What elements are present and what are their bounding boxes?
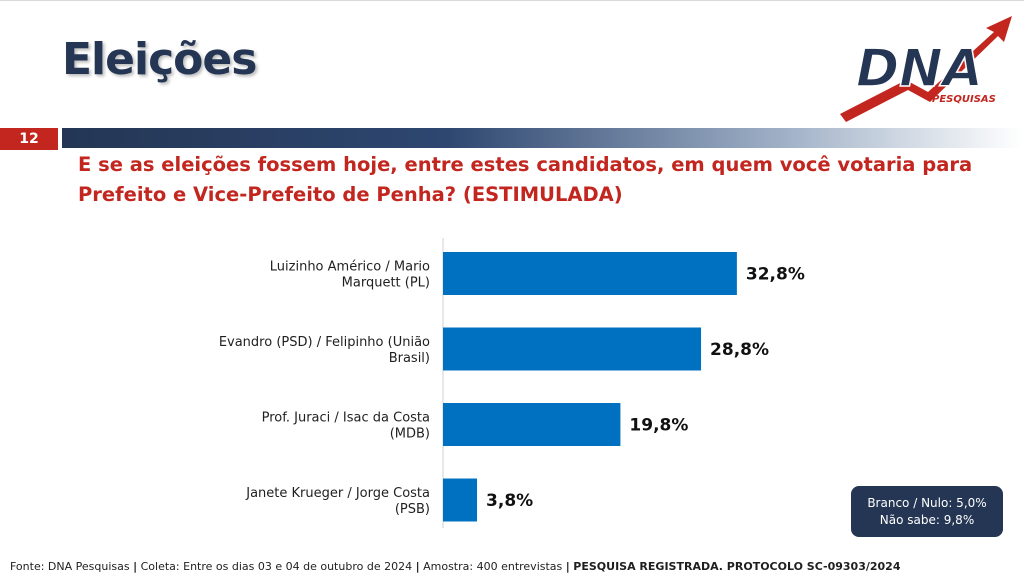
header-band <box>62 128 1022 148</box>
bar-value-label: 3,8% <box>486 491 533 511</box>
question-text: E se as eleições fossem hoje, entre este… <box>78 150 978 210</box>
logo-arrow-icon <box>840 16 1012 122</box>
slide-number: 12 <box>0 128 58 150</box>
footer-separator: | <box>415 560 420 573</box>
page-title: Eleições <box>62 34 257 85</box>
category-label: Prof. Juraci / Isac da Costa (MDB) <box>262 411 430 442</box>
bar-3 <box>443 403 621 446</box>
bar-value-label: 28,8% <box>710 340 769 360</box>
footer-separator: | <box>565 560 570 573</box>
logo-subtext: PESQUISAS <box>932 94 996 105</box>
footer-registration: PESQUISA REGISTRADA. PROTOCOLO SC-09303/… <box>573 560 901 573</box>
category-label: Luizinho Américo / Mario Marquett (PL) <box>270 260 430 291</box>
category-label: Evandro (PSD) / Felipinho (União Brasil) <box>219 335 430 366</box>
question-line-2: Prefeito e Vice-Prefeito de Penha? (ESTI… <box>78 183 623 206</box>
question-line-1: E se as eleições fossem hoje, entre este… <box>78 153 973 176</box>
bar-1 <box>443 252 737 295</box>
callout-line-2: Não sabe: 9,8% <box>879 513 975 527</box>
bar-value-label: 19,8% <box>629 416 688 436</box>
bar-4 <box>443 478 478 522</box>
footer-collection: Coleta: Entre os dias 03 e 04 de outubro… <box>140 560 413 573</box>
footer-source: Fonte: DNA Pesquisas <box>10 560 130 573</box>
bar-2 <box>443 327 702 371</box>
footer-separator: | <box>133 560 138 573</box>
dna-pesquisas-logo: DNA PESQUISAS <box>840 16 1012 122</box>
top-rule <box>0 0 1024 1</box>
callout-line-1: Branco / Nulo: 5,0% <box>867 496 987 510</box>
undecided-callout: Branco / Nulo: 5,0% Não sabe: 9,8% <box>851 486 1003 537</box>
footer-sample: Amostra: 400 entrevistas <box>423 560 563 573</box>
bar-value-label: 32,8% <box>746 265 805 285</box>
category-label: Janete Krueger / Jorge Costa (PSB) <box>245 486 430 517</box>
footer: Fonte: DNA Pesquisas | Coleta: Entre os … <box>10 560 1020 573</box>
bars-group: 32,8% Luizinho Américo / Mario Marquett (P… <box>219 252 805 522</box>
logo-text: DNA <box>856 39 983 99</box>
